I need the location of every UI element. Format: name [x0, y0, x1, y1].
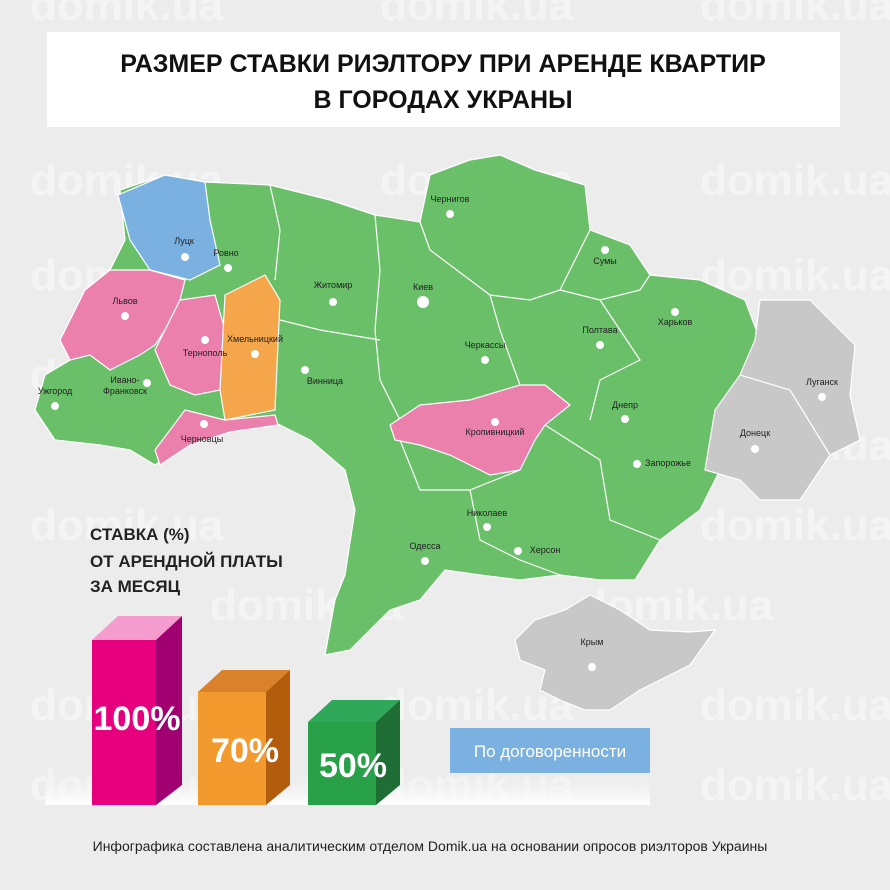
legend-title: СТАВКА (%) [90, 525, 190, 544]
city-label: Черновцы [181, 434, 223, 444]
legend-label: 50% [319, 747, 387, 785]
city-dot [483, 523, 491, 531]
city-label: Кропивницкий [465, 427, 524, 437]
legend-bar: 70% [198, 670, 290, 805]
city-dot [481, 356, 489, 364]
watermark: domik.ua [380, 0, 574, 30]
city-label: Одесса [409, 541, 440, 551]
city-label: Франковск [103, 386, 147, 396]
city-dot [421, 557, 429, 565]
watermark: domik.ua [30, 501, 224, 550]
watermark: domik.ua [700, 681, 890, 730]
city-label: Донецк [740, 428, 770, 438]
city-label: Киев [413, 282, 433, 292]
city-label: Луцк [174, 236, 194, 246]
city-dot [596, 341, 604, 349]
city-dot [601, 246, 609, 254]
city-label: Николаев [467, 508, 508, 518]
city-label: Сумы [593, 256, 617, 266]
city-label: Ровно [213, 248, 238, 258]
city-label: Запорожье [645, 458, 691, 468]
city-dot [121, 312, 129, 320]
city-dot [51, 402, 59, 410]
region [154, 294, 226, 396]
map [34, 154, 861, 711]
city-label: Херсон [530, 545, 561, 555]
city-dot [588, 663, 596, 671]
city-dot [200, 420, 208, 428]
city-dot [446, 210, 454, 218]
city-label: Львов [112, 296, 137, 306]
region [154, 409, 279, 466]
region [34, 154, 761, 656]
city-dot [417, 296, 429, 308]
city-dot [224, 264, 232, 272]
city-label: Тернополь [183, 348, 228, 358]
city-dot [143, 379, 151, 387]
city-label: Харьков [658, 317, 693, 327]
title-box [47, 32, 840, 127]
title-line: РАЗМЕР СТАВКИ РИЭЛТОРУ ПРИ АРЕНДЕ КВАРТИ… [120, 50, 766, 78]
city-dot [514, 547, 522, 555]
legend-bar: 50% [308, 700, 400, 805]
legend-title: ОТ АРЕНДНОЙ ПЛАТЫ [90, 552, 283, 571]
legend-bar: 100% [92, 616, 182, 805]
watermark: domik.ua [700, 761, 890, 810]
city-label: Днепр [612, 400, 638, 410]
city-dot [329, 298, 337, 306]
city-label: Винница [307, 376, 343, 386]
city-dot [818, 393, 826, 401]
city-dot [633, 460, 641, 468]
city-dot [621, 415, 629, 423]
city-label: Ивано- [110, 375, 139, 385]
city-label: Житомир [314, 280, 353, 290]
footer: Инфографика составлена аналитическим отд… [93, 838, 768, 854]
legend-other [450, 728, 650, 773]
region [514, 594, 717, 711]
region [389, 384, 571, 476]
watermark: domik.ua [700, 156, 890, 205]
legend-other-label: По договоренности [474, 742, 626, 761]
city-label: Луганск [806, 377, 838, 387]
city-dot [491, 418, 499, 426]
city-label: Хмельницкий [227, 334, 283, 344]
city-dot [671, 308, 679, 316]
title-line: В ГОРОДАХ УКРАНЫ [313, 86, 572, 114]
region [704, 299, 861, 501]
region [219, 274, 281, 421]
watermark: domik.ua [700, 251, 890, 300]
city-dot [751, 445, 759, 453]
city-label: Чернигов [431, 194, 470, 204]
cities: Чернигов Луцк Ровно Сумы Житомир Киев Харьков Л… [38, 194, 838, 671]
city-label: Крым [581, 637, 604, 647]
city-dot [201, 336, 209, 344]
watermark: domik.ua [700, 501, 890, 550]
city-dot [251, 350, 259, 358]
city-label: Черкассы [465, 340, 506, 350]
legend-label: 100% [94, 700, 181, 738]
city-dot [181, 253, 189, 261]
region [117, 174, 221, 281]
watermark: domik.ua [700, 0, 890, 30]
legend-title: ЗА МЕСЯЦ [90, 577, 181, 596]
legend-label: 70% [211, 732, 279, 770]
city-label: Полтава [582, 325, 617, 335]
city-label: Ужгород [38, 386, 73, 396]
city-dot [301, 366, 309, 374]
watermark: domik.ua [30, 0, 224, 30]
